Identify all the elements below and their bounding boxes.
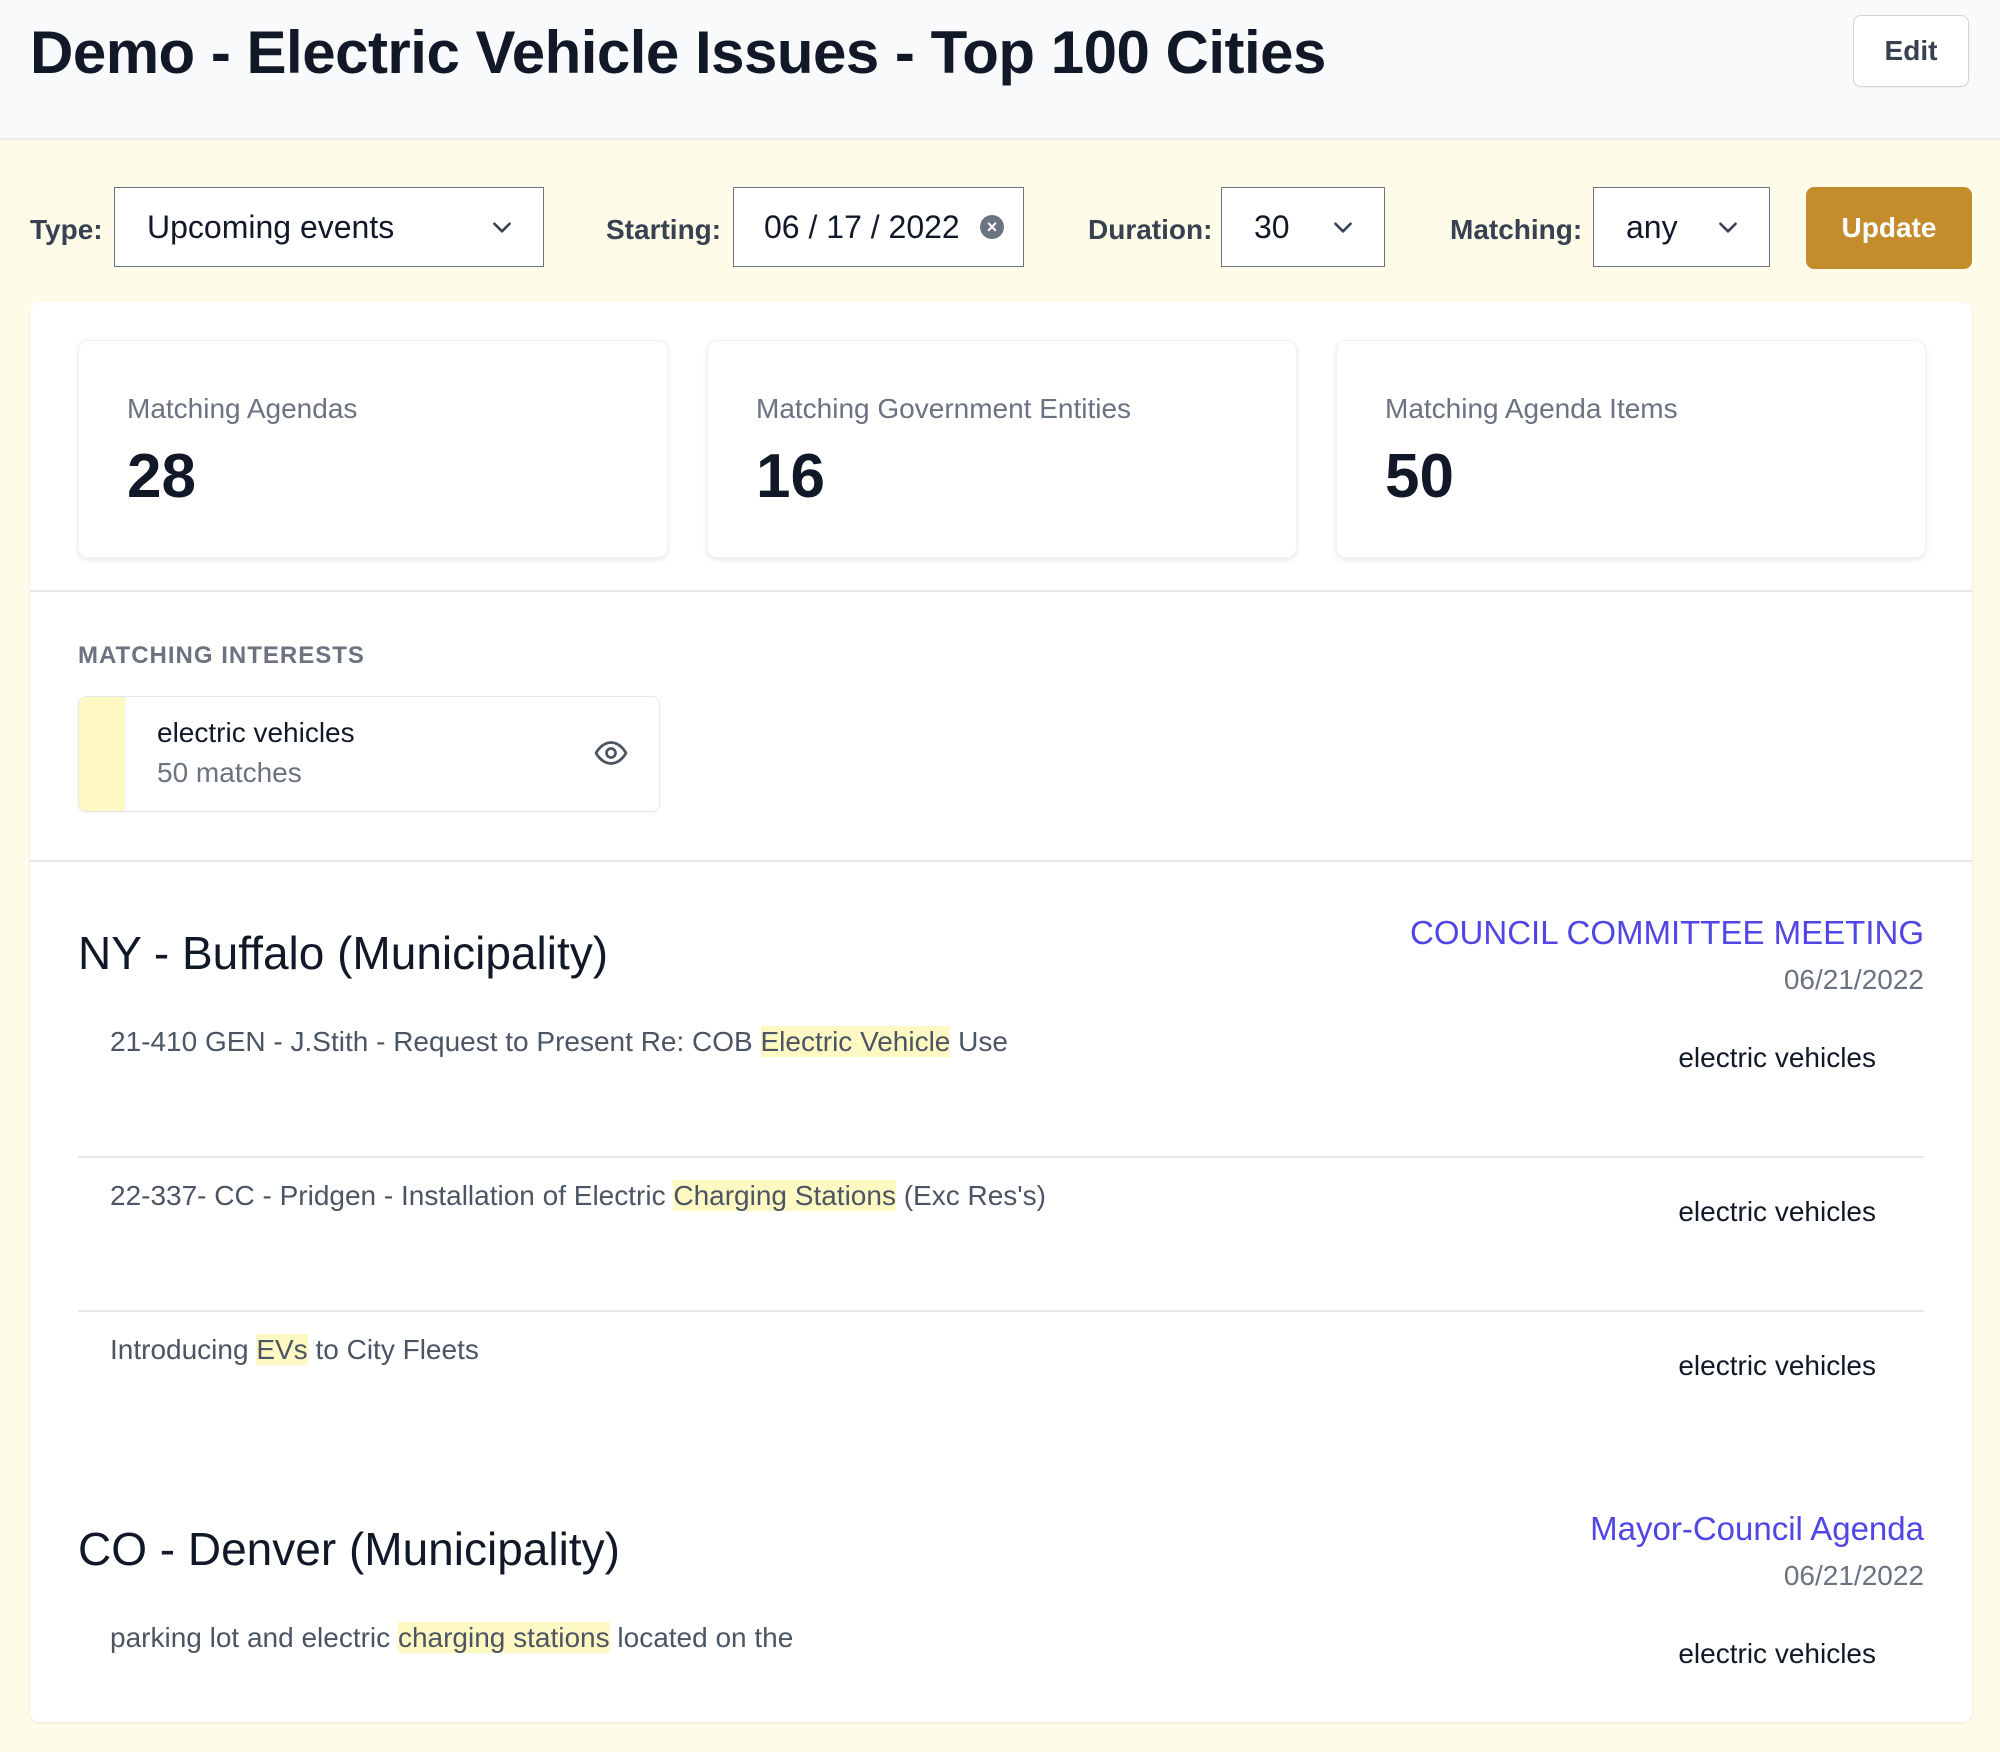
keyword-highlight: EVs xyxy=(256,1334,308,1365)
clear-date-icon[interactable]: × xyxy=(980,215,1004,239)
type-select-value: Upcoming events xyxy=(147,208,395,245)
type-select[interactable]: Upcoming events xyxy=(114,187,544,267)
entity-name: CO - Denver (Municipality) xyxy=(78,1523,620,1575)
agenda-item-row[interactable]: Introducing EVs to City Fleets electric … xyxy=(78,1310,1924,1464)
agenda-item-row[interactable]: 21-410 GEN - J.Stith - Request to Presen… xyxy=(78,1002,1924,1158)
stat-card-agendas: Matching Agendas 28 xyxy=(78,340,668,558)
stat-value: 16 xyxy=(756,442,825,511)
chevron-down-icon xyxy=(1719,222,1737,233)
interest-tag: electric vehicles xyxy=(1678,1196,1876,1227)
agenda-item-text-after: Use xyxy=(950,1026,1008,1057)
matching-select[interactable]: any xyxy=(1593,187,1770,267)
results-panel: Matching Agendas 28 Matching Government … xyxy=(30,302,1972,1722)
matching-interests-heading: MATCHING INTERESTS xyxy=(78,642,365,669)
agenda-item-text: 22-337- CC - Pridgen - Installation of E… xyxy=(110,1180,1046,1212)
stat-label: Matching Government Entities xyxy=(756,393,1132,424)
agenda-item-row[interactable]: parking lot and electric charging statio… xyxy=(78,1598,1924,1752)
eye-icon[interactable] xyxy=(591,735,631,771)
keyword-highlight: charging stations xyxy=(397,1622,610,1653)
agenda-item-text-after: located on the xyxy=(609,1622,794,1653)
starting-date-value: 06 / 17 / 2022 xyxy=(764,208,960,245)
keyword-highlight: Electric Vehicle xyxy=(760,1026,951,1057)
interest-color-swatch xyxy=(79,697,125,811)
starting-label: Starting: xyxy=(606,214,722,245)
agenda-item-text-after: to City Fleets xyxy=(307,1334,479,1365)
agenda-item-text: 21-410 GEN - J.Stith - Request to Presen… xyxy=(110,1026,1008,1058)
duration-label: Duration: xyxy=(1088,214,1213,245)
meeting-date: 06/21/2022 xyxy=(1783,964,1924,995)
agenda-item-text-before: 21-410 GEN - J.Stith - Request to Presen… xyxy=(110,1026,761,1057)
interest-match-count: 50 matches xyxy=(157,757,302,788)
keyword-highlight: Charging Stations xyxy=(673,1180,896,1211)
meeting-type-link[interactable]: Mayor-Council Agenda xyxy=(1590,1510,1924,1547)
stat-label: Matching Agendas xyxy=(127,393,358,424)
stat-card-entities: Matching Government Entities 16 xyxy=(707,340,1297,558)
agenda-item-text: Introducing EVs to City Fleets xyxy=(110,1334,479,1366)
interest-tag: electric vehicles xyxy=(1678,1350,1876,1381)
edit-button[interactable]: Edit xyxy=(1853,15,1969,87)
agenda-item-text-after: (Exc Res's) xyxy=(895,1180,1046,1211)
divider xyxy=(30,860,1972,862)
chevron-down-icon xyxy=(1334,222,1352,233)
starting-date-input[interactable]: 06 / 17 / 2022 × xyxy=(733,187,1024,267)
stat-label: Matching Agenda Items xyxy=(1385,393,1678,424)
type-label: Type: xyxy=(30,214,103,245)
meeting-type-link[interactable]: COUNCIL COMMITTEE MEETING xyxy=(1410,914,1924,951)
update-button[interactable]: Update xyxy=(1806,187,1972,269)
interest-name: electric vehicles xyxy=(157,717,355,748)
agenda-item-text-before: 22-337- CC - Pridgen - Installation of E… xyxy=(110,1180,674,1211)
interest-card[interactable]: electric vehicles 50 matches xyxy=(78,696,660,812)
page-title: Demo - Electric Vehicle Issues - Top 100… xyxy=(30,19,1326,86)
agenda-item-text-before: parking lot and electric xyxy=(110,1622,398,1653)
interest-tag: electric vehicles xyxy=(1678,1042,1876,1073)
interest-tag: electric vehicles xyxy=(1678,1638,1876,1669)
chevron-down-icon xyxy=(493,222,511,233)
matching-label: Matching: xyxy=(1450,214,1583,245)
meeting-date: 06/21/2022 xyxy=(1783,1560,1924,1591)
stat-value: 28 xyxy=(127,442,196,511)
agenda-item-row[interactable]: 22-337- CC - Pridgen - Installation of E… xyxy=(78,1156,1924,1312)
page-header: Demo - Electric Vehicle Issues - Top 100… xyxy=(0,0,2000,139)
divider xyxy=(30,590,1972,592)
agenda-item-text-before: Introducing xyxy=(110,1334,257,1365)
stat-value: 50 xyxy=(1385,442,1454,511)
duration-select[interactable]: 30 xyxy=(1221,187,1385,267)
entity-name: NY - Buffalo (Municipality) xyxy=(78,927,609,979)
agenda-item-text: parking lot and electric charging statio… xyxy=(110,1622,793,1654)
stat-card-agenda-items: Matching Agenda Items 50 xyxy=(1336,340,1926,558)
duration-select-value: 30 xyxy=(1254,208,1290,245)
matching-select-value: any xyxy=(1626,208,1678,245)
